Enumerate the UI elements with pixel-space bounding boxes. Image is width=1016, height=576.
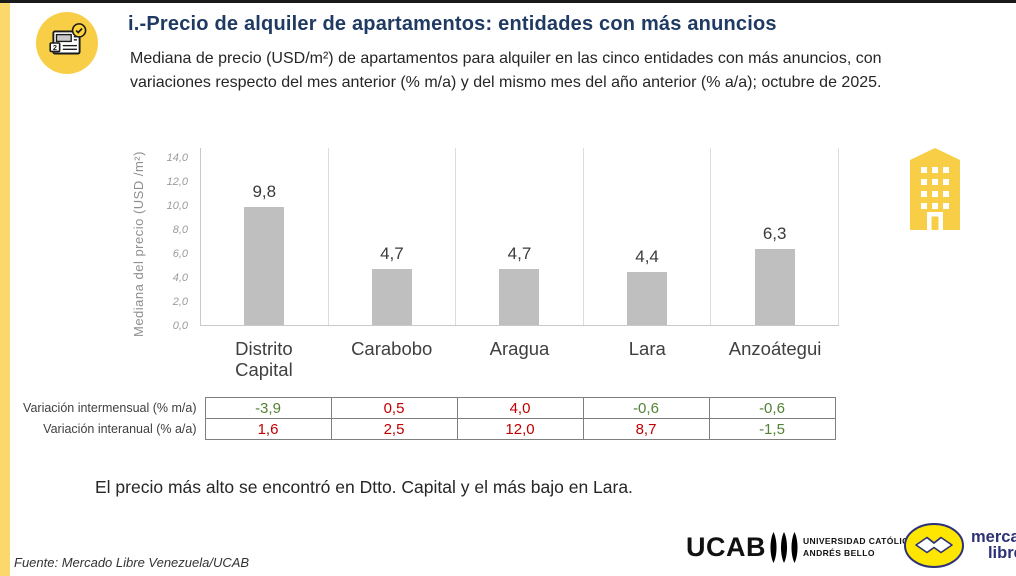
bar-value-label: 4,4	[635, 247, 659, 267]
y-tick-8-0: 8,0	[172, 224, 188, 236]
variation-cell: 0,5	[330, 397, 458, 419]
bar-value-label: 4,7	[507, 243, 532, 263]
y-tick-12-0: 12,0	[166, 176, 188, 188]
chart-panel-carabobo: 4,7	[329, 148, 457, 325]
x-axis-label-carabobo: Carabobo	[351, 338, 433, 359]
variation-table-body: Variación intermensual (% m/a) -3,9 0,5 4,0…	[10, 397, 836, 440]
page-title: i.-Precio de alquiler de apartamentos: e…	[128, 13, 777, 35]
variation-cell: 8,7	[582, 418, 710, 440]
variation-cell: 2,5	[330, 418, 458, 440]
table-row: Variación interanual (% a/a) 1,6 2,5 12,0 8,…	[10, 418, 836, 440]
bar-carabobo	[371, 268, 412, 325]
bar-distrito-capital	[244, 207, 285, 325]
row-label: Variación intermensual (% m/a)	[23, 401, 197, 415]
x-axis-label-distrito-capital: Distrito Capital	[235, 338, 293, 381]
variation-cell: -0,6	[582, 397, 710, 419]
document-check-icon: 2	[49, 23, 87, 55]
page-subtitle: Mediana de precio (USD/m²) de apartament…	[130, 50, 882, 91]
bar-value-label: 9,8	[252, 182, 277, 202]
ucab-name-line2: ANDRÉS BELLO	[803, 547, 875, 558]
ml-line2: libre	[987, 543, 1016, 562]
bar-aragua	[499, 268, 540, 325]
handshake-icon	[904, 523, 964, 568]
summary-note: El precio más alto se encontró en Dtto. …	[95, 477, 633, 497]
chart-panel-aragua: 4,7	[456, 148, 584, 325]
variation-table: Variación intermensual (% m/a) -3,9 0,5 4,0…	[10, 397, 836, 440]
row-label: Variación interanual (% a/a)	[43, 422, 197, 436]
variation-cell: 4,0	[456, 397, 584, 419]
bar-lara	[627, 272, 668, 325]
mercado-libre-logo: mercado libre	[903, 522, 1016, 569]
chart-plot: 9,8 4,7 4,7 4,4 6,3	[200, 148, 839, 326]
bar-value-label: 4,7	[380, 243, 404, 263]
y-tick-10-0: 10,0	[166, 200, 188, 212]
ucab-leaves-icon	[770, 532, 798, 563]
x-axis-labels: Distrito Capital Carabobo Aragua Lara Anzoát…	[200, 338, 839, 381]
variation-cell: -3,9	[204, 397, 332, 419]
x-axis-label-anzo-tegui: Anzoátegui	[728, 338, 822, 359]
y-axis-ticks: 0,0 2,0 4,0 6,0 8,0 10,0 12,0 14,0	[150, 148, 188, 332]
table-row: Variación intermensual (% m/a) -3,9 0,5 4,0…	[10, 397, 836, 419]
y-tick-0-0: 0,0	[172, 320, 188, 332]
ucab-name-line1: UNIVERSIDAD CATÓLICA	[803, 536, 916, 547]
x-axis-label-lara: Lara	[628, 338, 666, 359]
x-axis-label-aragua: Aragua	[489, 338, 550, 359]
y-axis-label: Mediana del precio (USD /m²)	[131, 151, 146, 337]
y-tick-4-0: 4,0	[172, 272, 188, 284]
y-tick-2-0: 2,0	[172, 296, 188, 308]
variation-cell: -1,5	[708, 418, 836, 440]
top-border-line	[0, 0, 1016, 3]
chart-panel-lara: 4,4	[584, 148, 712, 325]
ucab-name: UNIVERSIDAD CATÓLICA ANDRÉS BELLO	[803, 536, 915, 558]
ucab-logo: UCAB UNIVERSIDAD CATÓLICA ANDRÉS BELLO	[686, 531, 915, 564]
variation-cell: -0,6	[708, 397, 836, 419]
left-accent-stripe	[0, 3, 10, 576]
y-tick-14-0: 14,0	[166, 152, 188, 164]
y-tick-6-0: 6,0	[172, 248, 188, 260]
mercado-libre-wordmark: mercado libre	[971, 527, 1016, 562]
variation-cell: 1,6	[204, 418, 332, 440]
source-text: Fuente: Mercado Libre Venezuela/UCAB	[14, 555, 250, 570]
chart-panel-anzo-tegui: 6,3	[711, 148, 839, 325]
ml-line1: mercado	[971, 527, 1016, 546]
chart-panel-distrito-capital: 9,8	[201, 148, 329, 325]
building-icon	[910, 148, 960, 230]
bar-anzo-tegui	[754, 249, 795, 325]
ucab-acronym: UCAB	[686, 532, 766, 562]
svg-text:2: 2	[53, 43, 57, 52]
variation-cell: 12,0	[456, 418, 584, 440]
bar-value-label: 6,3	[762, 224, 787, 244]
report-icon-badge: 2	[36, 12, 98, 74]
